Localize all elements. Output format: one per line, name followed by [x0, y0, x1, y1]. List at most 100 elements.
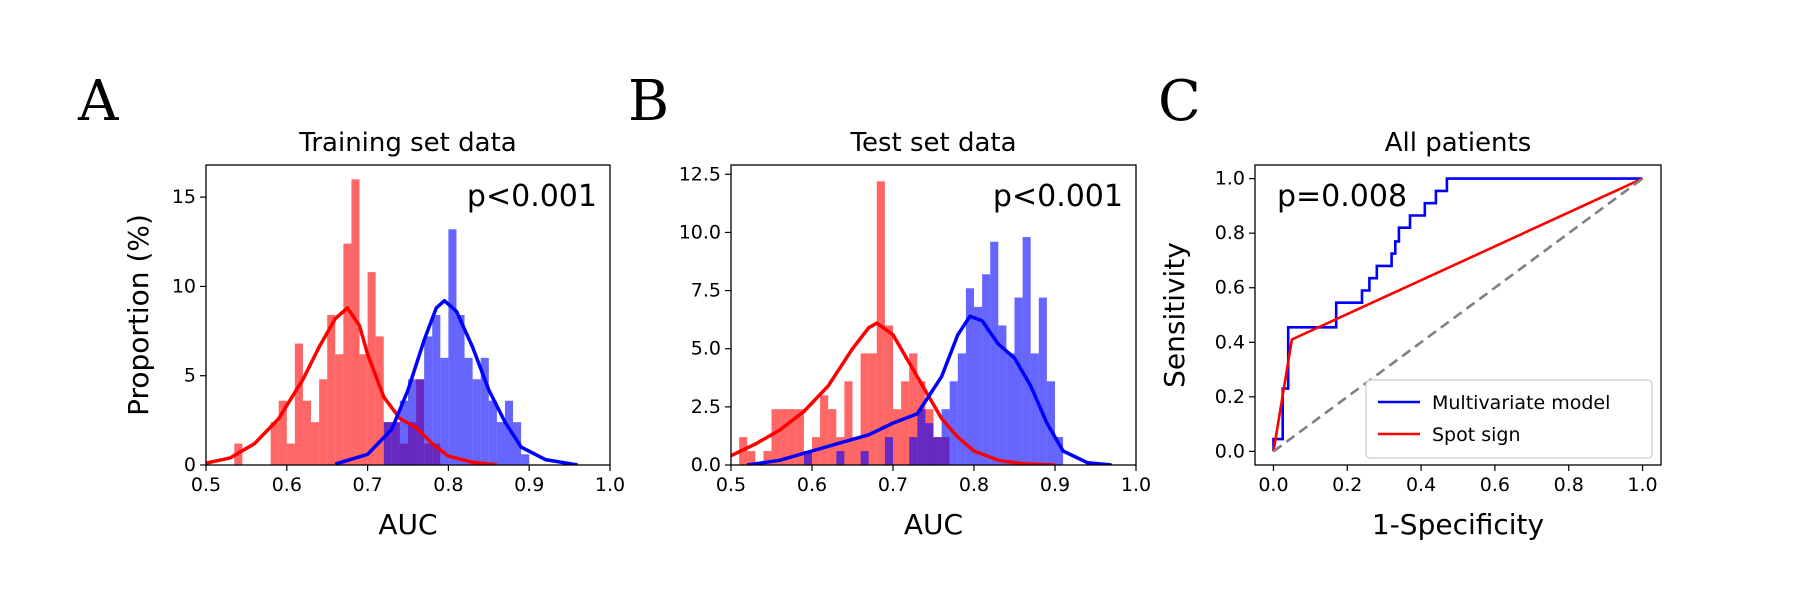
legend-label: Multivariate model [1432, 392, 1610, 414]
histogram-bar [302, 400, 312, 465]
y-tick-label: 0.0 [691, 454, 721, 476]
histogram-bar [456, 315, 465, 465]
x-tick-label: 0.7 [352, 474, 382, 496]
histogram-bar [286, 443, 295, 465]
y-tick-label: 0.0 [1215, 440, 1245, 462]
histogram-bar [836, 451, 845, 465]
x-tick-label: 0.8 [433, 474, 463, 496]
histogram-bar [1022, 237, 1031, 465]
y-tick-label: 7.5 [691, 280, 721, 302]
kde-curve [334, 298, 578, 465]
y-tick-label: 1.0 [1215, 168, 1245, 190]
roc-curve [1272, 177, 1644, 452]
x-tick-label: 0.8 [959, 474, 989, 496]
histogram-bar [464, 357, 473, 465]
x-axis-label: AUC [904, 508, 963, 541]
x-axis-label: 1-Specificity [1372, 508, 1544, 541]
histogram-bar [868, 353, 877, 465]
histogram-bar [440, 357, 449, 465]
histogram-bar [343, 243, 352, 465]
histogram-bar [763, 451, 772, 465]
roc-curve [1272, 177, 1643, 452]
p-value-annotation: p<0.001 [467, 179, 597, 214]
histogram-bar [278, 400, 287, 465]
panel-letter: B [628, 69, 669, 134]
y-tick-label: 10.0 [679, 221, 721, 243]
histogram-bar [480, 357, 489, 465]
kde-curve [731, 321, 1056, 465]
histogram-bar [884, 325, 893, 465]
plot-frame [1254, 164, 1662, 466]
plot-area [1272, 177, 1644, 453]
panel-b: 0.5 0.6 0.7 0.8 0.9 1.0 0.0 2.5 5.0 7.5 10.0 12.5 Te… [628, 69, 1151, 541]
histogram-bar [917, 409, 926, 465]
kde-curve [746, 314, 1112, 465]
panel-letter: C [1158, 69, 1201, 134]
x-tick-label: 0.9 [1040, 474, 1070, 496]
y-tick-label: 0.2 [1215, 386, 1245, 408]
histogram-bar [270, 422, 279, 465]
histogram-bar [359, 354, 368, 465]
x-tick-label: 1.0 [1627, 474, 1657, 496]
histogram-bar [893, 409, 902, 465]
histogram-bar [383, 422, 392, 465]
histogram-bar [1014, 297, 1023, 465]
chart-title: Test set data [849, 128, 1016, 158]
chart-title: All patients [1385, 128, 1532, 158]
panel-letter: A [77, 69, 119, 134]
x-axis-label: AUC [378, 508, 437, 541]
y-tick-label: 12.5 [679, 163, 721, 185]
y-tick-label: 2.5 [691, 396, 721, 418]
histogram-bar [747, 451, 756, 465]
reference-diagonal-line [1272, 177, 1644, 453]
panel-a: 0.5 0.6 0.7 0.8 0.9 1.0 0 5 10 15 Training set dat… [77, 69, 625, 541]
histogram-bar [998, 325, 1007, 465]
x-tick-label: 0.6 [1480, 474, 1510, 496]
y-tick-label: 0.6 [1215, 277, 1245, 299]
histogram-bar [949, 381, 958, 465]
histogram-bar [294, 343, 303, 465]
y-tick-label: 0.8 [1215, 222, 1245, 244]
histogram-bar [990, 241, 999, 465]
legend: Multivariate model Spot sign [1365, 379, 1653, 459]
x-tick-label: 0.0 [1258, 474, 1288, 496]
kde-curve [206, 306, 498, 465]
histogram-bar [965, 288, 974, 465]
histogram-bar [1006, 353, 1015, 465]
histogram-bar [1046, 381, 1055, 465]
chart-title: Training set data [298, 128, 516, 158]
histogram-bar [335, 354, 344, 465]
plot-area [206, 179, 578, 465]
histogram-bar [1055, 437, 1064, 465]
histogram-bar [779, 409, 788, 465]
histogram-bar [909, 353, 918, 465]
histogram-bar [375, 336, 384, 465]
histogram-bar [1038, 297, 1047, 465]
legend-box [1365, 379, 1653, 459]
histogram-bar [399, 400, 408, 465]
x-tick-label: 1.0 [595, 474, 625, 496]
y-tick-label: 15 [172, 186, 196, 208]
histogram-bar [521, 454, 530, 465]
histogram-bar [957, 353, 966, 465]
histogram-bar [803, 451, 812, 465]
legend-label: Spot sign [1432, 424, 1521, 446]
histogram-bar [901, 381, 910, 465]
histogram-bar [771, 409, 780, 465]
x-tick-label: 0.4 [1406, 474, 1436, 496]
x-tick-label: 0.9 [514, 474, 544, 496]
histogram-bar [974, 306, 983, 465]
y-tick-label: 0 [184, 454, 196, 476]
histogram-bar [884, 437, 893, 465]
histogram-bar [795, 409, 804, 465]
histogram-bar [860, 451, 869, 465]
x-tick-label: 0.6 [797, 474, 827, 496]
p-value-annotation: p=0.008 [1277, 179, 1407, 214]
histogram-bar [787, 409, 796, 465]
histogram-bar [844, 381, 853, 465]
histogram-bar [860, 353, 869, 465]
x-tick-label: 0.5 [716, 474, 746, 496]
y-tick-label: 5.0 [691, 338, 721, 360]
panel-c: 0.0 0.2 0.4 0.6 0.8 1.0 0.0 0.2 0.4 0.6 0.8 1.0 All … [1158, 69, 1662, 541]
